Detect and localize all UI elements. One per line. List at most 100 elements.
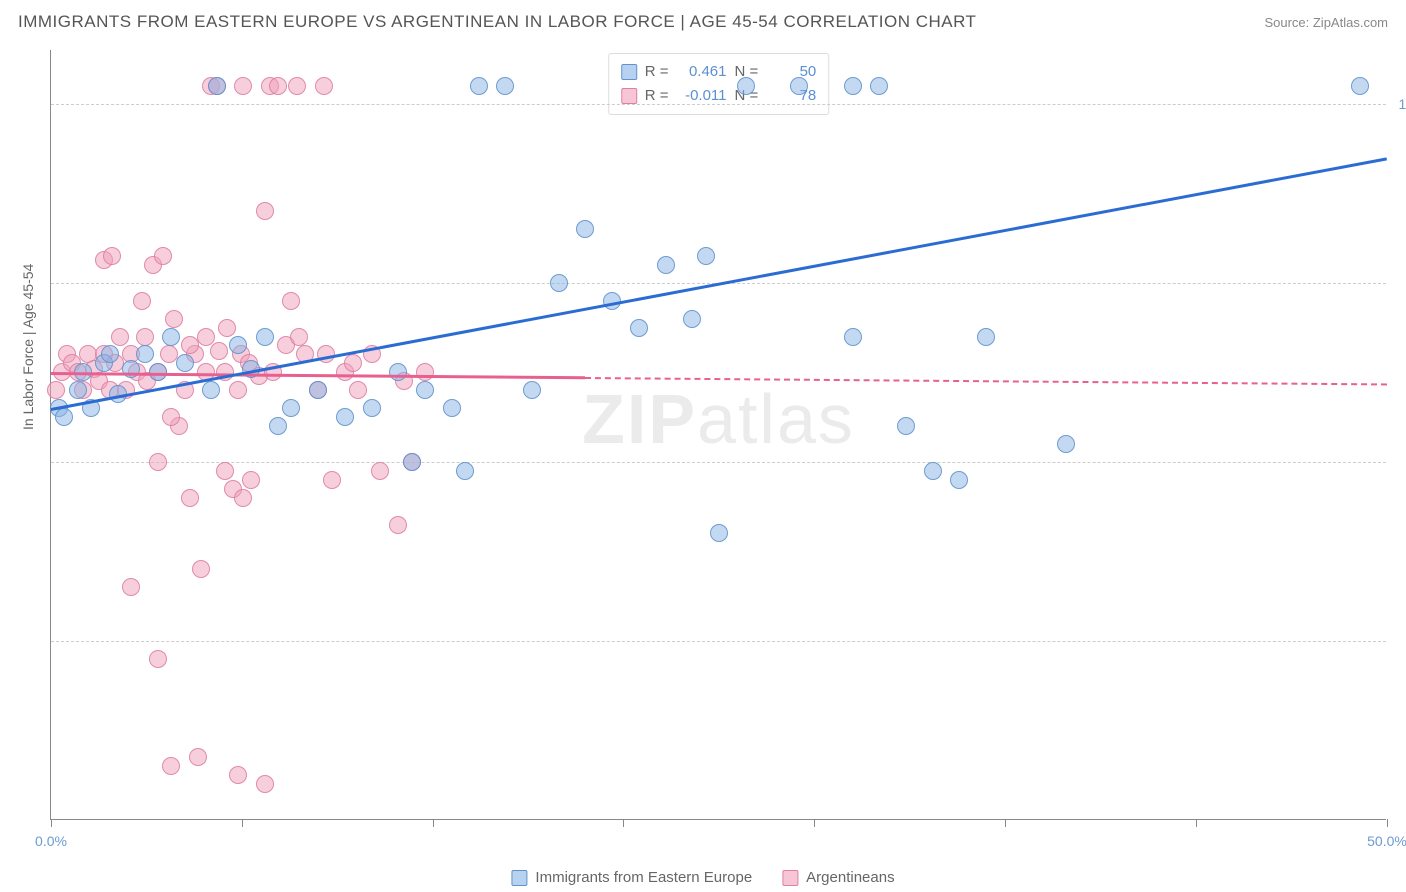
- gridline: [51, 462, 1386, 463]
- data-point: [256, 202, 274, 220]
- data-point: [416, 363, 434, 381]
- data-point: [256, 328, 274, 346]
- data-point: [165, 310, 183, 328]
- data-point: [683, 310, 701, 328]
- legend-label-2: Argentineans: [806, 869, 894, 886]
- swatch-blue-icon: [511, 870, 527, 886]
- data-point: [897, 417, 915, 435]
- data-point: [576, 220, 594, 238]
- data-point: [282, 399, 300, 417]
- data-point: [790, 77, 808, 95]
- trend-line-dashed: [585, 377, 1387, 385]
- data-point: [288, 77, 306, 95]
- data-point: [133, 292, 151, 310]
- data-point: [101, 345, 119, 363]
- data-point: [977, 328, 995, 346]
- data-point: [737, 77, 755, 95]
- data-point: [371, 462, 389, 480]
- data-point: [550, 274, 568, 292]
- stats-row-1: R = 0.461 N = 50: [621, 60, 817, 84]
- data-point: [216, 462, 234, 480]
- data-point: [1351, 77, 1369, 95]
- data-point: [496, 77, 514, 95]
- data-point: [210, 342, 228, 360]
- data-point: [950, 471, 968, 489]
- swatch-blue-icon: [621, 64, 637, 80]
- data-point: [657, 256, 675, 274]
- data-point: [389, 516, 407, 534]
- data-point: [136, 345, 154, 363]
- data-point: [181, 336, 199, 354]
- watermark: ZIPatlas: [582, 379, 855, 459]
- data-point: [162, 757, 180, 775]
- data-point: [229, 381, 247, 399]
- data-point: [323, 471, 341, 489]
- y-tick-label: 100.0%: [1399, 96, 1406, 112]
- data-point: [290, 328, 308, 346]
- data-point: [162, 408, 180, 426]
- data-point: [47, 381, 65, 399]
- data-point: [55, 408, 73, 426]
- data-point: [242, 471, 260, 489]
- r-value-1: 0.461: [677, 60, 727, 84]
- legend-item-1: Immigrants from Eastern Europe: [511, 869, 752, 886]
- data-point: [924, 462, 942, 480]
- data-point: [389, 363, 407, 381]
- swatch-pink-icon: [621, 88, 637, 104]
- data-point: [336, 408, 354, 426]
- data-point: [363, 399, 381, 417]
- y-axis-label: In Labor Force | Age 45-54: [20, 264, 36, 430]
- data-point: [315, 77, 333, 95]
- data-point: [154, 247, 172, 265]
- trend-line: [51, 157, 1387, 410]
- data-point: [282, 292, 300, 310]
- x-tick-label: 0.0%: [35, 833, 67, 849]
- data-point: [189, 748, 207, 766]
- data-point: [844, 77, 862, 95]
- source-label: Source: ZipAtlas.com: [1264, 15, 1388, 30]
- data-point: [870, 77, 888, 95]
- data-point: [697, 247, 715, 265]
- data-point: [256, 775, 274, 793]
- data-point: [630, 319, 648, 337]
- data-point: [416, 381, 434, 399]
- x-tick: [1387, 819, 1388, 827]
- data-point: [229, 766, 247, 784]
- data-point: [149, 650, 167, 668]
- data-point: [523, 381, 541, 399]
- data-point: [208, 77, 226, 95]
- x-tick: [1196, 819, 1197, 827]
- x-tick: [623, 819, 624, 827]
- data-point: [470, 77, 488, 95]
- data-point: [202, 381, 220, 399]
- data-point: [192, 560, 210, 578]
- data-point: [218, 319, 236, 337]
- data-point: [269, 77, 287, 95]
- data-point: [844, 328, 862, 346]
- data-point: [344, 354, 362, 372]
- data-point: [197, 328, 215, 346]
- data-point: [349, 381, 367, 399]
- watermark-bold: ZIP: [582, 380, 697, 458]
- x-tick: [433, 819, 434, 827]
- data-point: [122, 578, 140, 596]
- x-tick-label: 50.0%: [1367, 833, 1406, 849]
- data-point: [234, 489, 252, 507]
- r-label-1: R =: [645, 60, 669, 84]
- x-tick: [1005, 819, 1006, 827]
- data-point: [136, 328, 154, 346]
- data-point: [234, 77, 252, 95]
- swatch-pink-icon: [782, 870, 798, 886]
- data-point: [162, 328, 180, 346]
- x-tick: [51, 819, 52, 827]
- data-point: [403, 453, 421, 471]
- chart-title: IMMIGRANTS FROM EASTERN EUROPE VS ARGENT…: [18, 12, 976, 32]
- data-point: [1057, 435, 1075, 453]
- watermark-light: atlas: [697, 380, 855, 458]
- data-point: [111, 328, 129, 346]
- data-point: [456, 462, 474, 480]
- data-point: [181, 489, 199, 507]
- data-point: [309, 381, 327, 399]
- data-point: [176, 354, 194, 372]
- legend-item-2: Argentineans: [782, 869, 894, 886]
